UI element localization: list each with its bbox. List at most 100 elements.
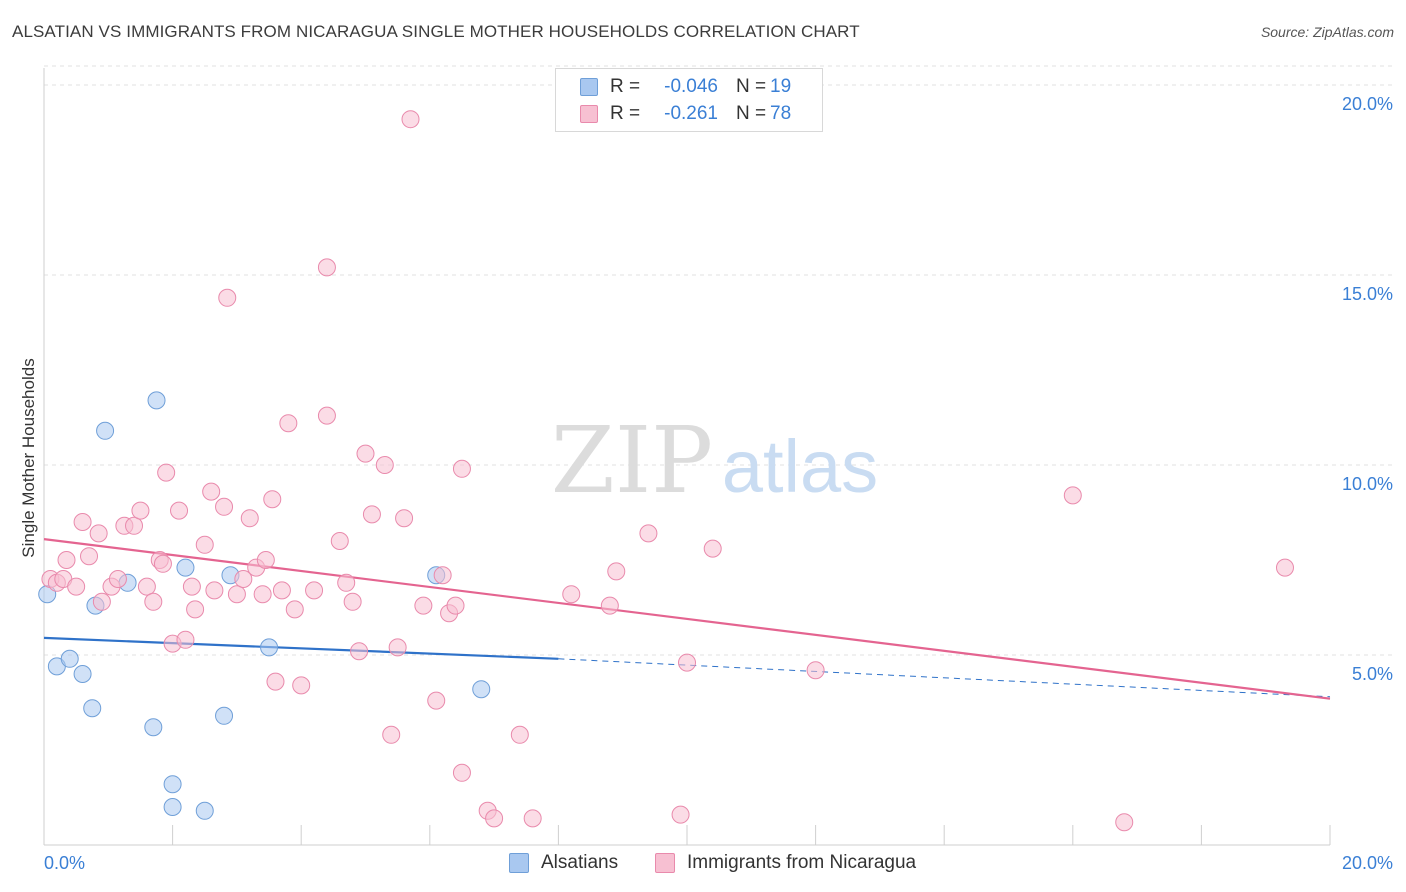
- chart-title: ALSATIAN VS IMMIGRANTS FROM NICARAGUA SI…: [12, 22, 860, 41]
- legend-n-label: N =: [736, 76, 767, 97]
- alsatian-point: [260, 638, 279, 657]
- nicaragua-point: [382, 725, 401, 744]
- legend-swatch-alsatians: [509, 853, 529, 873]
- nicaragua-point: [523, 809, 542, 828]
- nicaragua-point: [186, 600, 205, 619]
- y-axis-label: Single Mother Households: [19, 358, 38, 557]
- nicaragua-point: [317, 258, 336, 277]
- nicaragua-point: [446, 596, 465, 615]
- legend-item-nicaragua: Immigrants from Nicaragua: [655, 852, 916, 874]
- legend-label-nicaragua: Immigrants from Nicaragua: [687, 852, 917, 873]
- nicaragua-point: [600, 596, 619, 615]
- nicaragua-point: [285, 600, 304, 619]
- watermark: ZIP atlas: [551, 407, 878, 514]
- nicaragua-point: [176, 630, 195, 649]
- nicaragua-point: [279, 414, 298, 433]
- nicaragua-point: [266, 672, 285, 691]
- nicaragua-point: [671, 805, 690, 824]
- nicaragua-point: [272, 581, 291, 600]
- legend-item-alsatians: Alsatians: [509, 852, 618, 874]
- axis-layer: 5.0% 10.0% 15.0% 20.0% 0.0% 20.0%: [43, 68, 1393, 873]
- alsatian-point: [163, 798, 182, 816]
- nicaragua-point: [510, 725, 529, 744]
- legend-n-value: 19: [770, 76, 792, 97]
- nicaragua-point: [108, 570, 127, 588]
- nicaragua-point: [157, 463, 176, 482]
- nicaragua-point: [1115, 813, 1134, 832]
- nicaragua-point: [343, 592, 362, 611]
- nicaragua-point: [218, 288, 237, 307]
- points-layer: [38, 110, 1294, 832]
- nicaragua-point: [202, 482, 221, 501]
- legend-label-alsatians: Alsatians: [541, 852, 619, 873]
- nicaragua-point: [305, 581, 324, 600]
- trend-layer: [43, 538, 1331, 700]
- source-attribution: Source: ZipAtlas.com: [1260, 24, 1394, 40]
- legend-r-label: R =: [610, 103, 641, 124]
- nicaragua-point: [253, 585, 272, 604]
- watermark-atlas: atlas: [722, 425, 878, 508]
- alsatian-point: [195, 801, 214, 820]
- nicaragua-point: [452, 763, 471, 782]
- nicaragua-point: [362, 505, 381, 524]
- nicaragua-point: [337, 573, 356, 592]
- nicaragua-point: [395, 509, 414, 528]
- nicaragua-point: [125, 516, 144, 535]
- nicaragua-point: [427, 691, 446, 710]
- nicaragua-point: [356, 444, 375, 463]
- y-tick-label: 15.0%: [1342, 284, 1393, 304]
- nicaragua-point: [92, 592, 111, 611]
- alsatian-trend-extension: [558, 658, 1331, 698]
- legend-r-value: -0.261: [664, 103, 718, 124]
- series-legend: Alsatians Immigrants from Nicaragua: [0, 852, 1406, 876]
- nicaragua-point: [1063, 486, 1082, 505]
- alsatian-point: [96, 421, 115, 440]
- nicaragua-point: [806, 661, 825, 680]
- legend-row-alsatians: R = -0.046 N = 19: [580, 75, 791, 99]
- nicaragua-point: [67, 577, 86, 596]
- alsatian-point: [147, 391, 166, 410]
- nicaragua-point: [401, 110, 420, 129]
- nicaragua-point: [330, 532, 349, 550]
- nicaragua-point: [131, 501, 150, 520]
- nicaragua-point: [182, 577, 201, 596]
- alsatian-point: [144, 718, 163, 737]
- correlation-legend: R = -0.046 N = 19 R = -0.261 N = 78: [555, 68, 823, 132]
- nicaragua-trend-line: [43, 538, 1331, 700]
- nicaragua-point: [317, 406, 336, 425]
- nicaragua-point: [89, 524, 108, 543]
- nicaragua-point: [144, 592, 163, 611]
- nicaragua-point: [639, 524, 658, 543]
- nicaragua-point: [485, 809, 504, 828]
- nicaragua-point: [195, 535, 214, 554]
- nicaragua-point: [256, 551, 275, 569]
- watermark-zip: ZIP: [551, 407, 713, 514]
- nicaragua-point: [375, 456, 394, 474]
- legend-swatch-nicaragua: [655, 853, 675, 873]
- legend-n-value: 78: [770, 103, 792, 124]
- nicaragua-point: [215, 497, 234, 516]
- alsatian-point: [83, 699, 102, 718]
- nicaragua-point: [452, 459, 471, 478]
- nicaragua-point: [678, 653, 696, 672]
- nicaragua-point: [414, 596, 433, 615]
- nicaragua-point: [57, 551, 76, 569]
- nicaragua-point: [73, 513, 92, 531]
- nicaragua-point: [388, 638, 407, 657]
- y-tick-label: 20.0%: [1342, 94, 1393, 114]
- nicaragua-point: [153, 554, 172, 573]
- nicaragua-point: [607, 562, 626, 581]
- nicaragua-point: [240, 509, 259, 528]
- nicaragua-point: [137, 577, 156, 596]
- legend-n-label: N =: [736, 103, 767, 124]
- legend-swatch-nicaragua: [580, 105, 598, 123]
- alsatian-point: [60, 649, 79, 668]
- nicaragua-point: [263, 490, 282, 509]
- legend-r-label: R =: [610, 76, 641, 97]
- nicaragua-point: [205, 581, 224, 600]
- nicaragua-point: [227, 585, 246, 604]
- y-tick-label: 5.0%: [1352, 664, 1393, 684]
- alsatian-point: [73, 665, 92, 683]
- nicaragua-point: [170, 501, 189, 520]
